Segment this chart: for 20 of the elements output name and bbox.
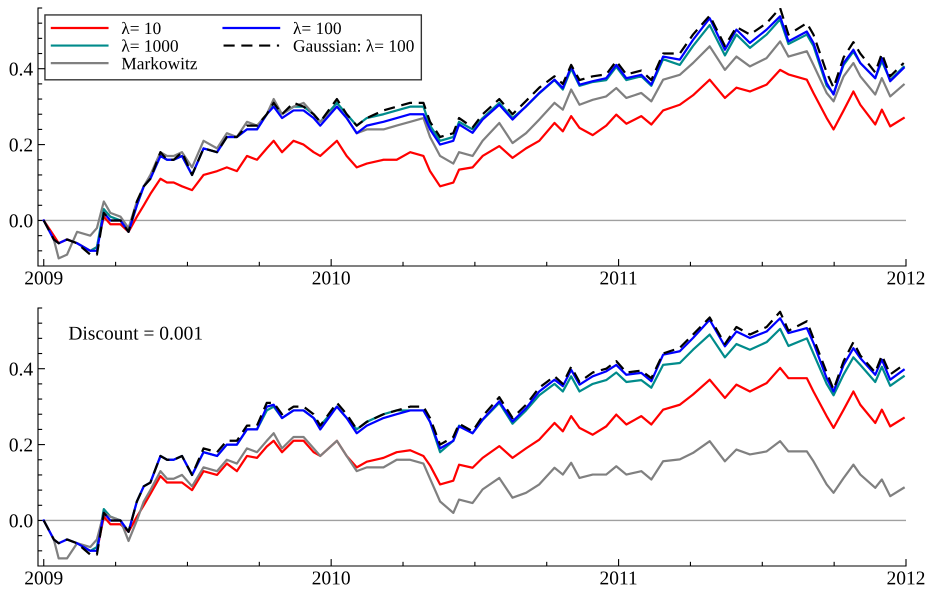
x-tick-label: 2010 (312, 271, 350, 285)
legend-label: λ= 100 (293, 22, 341, 34)
y-tick-label: 0.4 (10, 362, 33, 376)
y-tick-label: 0.4 (10, 62, 33, 76)
x-tick-label: 2012 (887, 271, 924, 285)
annotation: Discount = 0.001 (68, 326, 202, 340)
x-tick-label: 2009 (25, 271, 62, 285)
y-tick-label: 0.0 (10, 514, 32, 528)
x-tick-label: 2010 (312, 571, 350, 585)
x-tick-label: 2012 (887, 571, 924, 585)
legend-label: Gaussian: λ= 100 (294, 39, 414, 52)
y-tick-label: 0.2 (10, 138, 32, 152)
legend-label: λ= 10 (122, 22, 161, 34)
x-tick-label: 2011 (600, 571, 636, 585)
x-tick-label: 2011 (600, 271, 636, 285)
x-tick-label: 2009 (25, 571, 62, 585)
y-tick-label: 0.0 (10, 214, 32, 228)
y-tick-label: 0.2 (10, 438, 32, 452)
legend-label: Markowitz (122, 57, 198, 70)
legend-label: λ= 1000 (122, 39, 178, 52)
